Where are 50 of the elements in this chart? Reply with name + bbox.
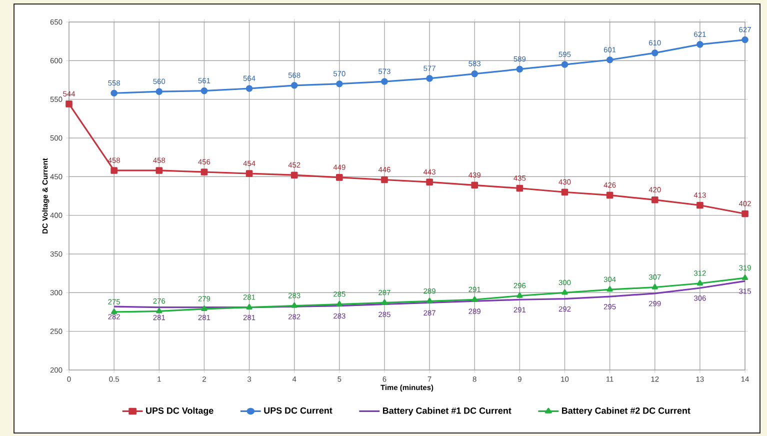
point (606, 192, 614, 199)
point (290, 82, 298, 89)
point (426, 178, 433, 186)
point (290, 172, 298, 179)
point (651, 196, 658, 204)
point (246, 85, 253, 92)
point (696, 41, 704, 48)
point (426, 298, 433, 304)
point (336, 300, 342, 306)
point (742, 274, 748, 280)
point (472, 296, 478, 302)
point (606, 56, 614, 64)
point (246, 170, 253, 177)
point (471, 70, 478, 78)
point (111, 308, 118, 314)
point (696, 280, 703, 286)
point (201, 305, 208, 311)
legend-label: UPS DC Voltage (146, 407, 214, 416)
point (742, 36, 748, 44)
point (561, 188, 568, 196)
point (606, 286, 613, 292)
point (381, 78, 388, 85)
point (200, 168, 208, 176)
point (291, 302, 298, 308)
point (516, 184, 524, 192)
point (336, 80, 343, 88)
point (156, 167, 163, 174)
point (471, 182, 478, 189)
point (742, 210, 748, 218)
point (652, 284, 658, 290)
point (246, 304, 252, 310)
point (336, 174, 343, 181)
point (426, 75, 433, 82)
point (651, 50, 658, 56)
point (110, 167, 118, 174)
point (562, 289, 568, 295)
point (381, 176, 388, 184)
point (156, 88, 163, 95)
legend-label: Battery Cabinet #2 DC Current (562, 407, 690, 416)
point (516, 66, 524, 73)
point (110, 90, 118, 97)
point (66, 100, 72, 108)
legend-label: UPS DC Current (264, 407, 332, 414)
point (381, 299, 388, 305)
point (516, 292, 523, 298)
legend-label: Battery Cabinet #1 DC Current (382, 407, 512, 416)
point (696, 202, 704, 209)
point (200, 87, 208, 94)
point (561, 61, 568, 68)
point (156, 308, 162, 314)
